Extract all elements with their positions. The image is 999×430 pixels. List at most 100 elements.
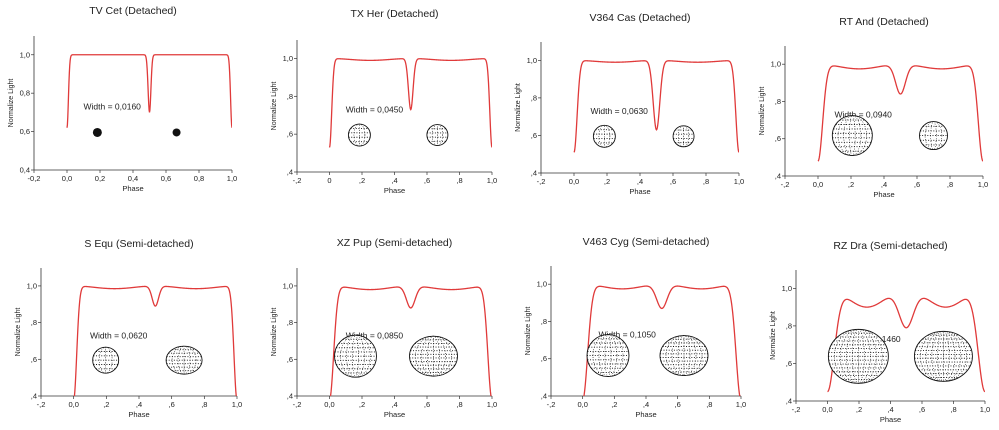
star-meridian xyxy=(852,329,865,384)
x-tick-label: -,2 xyxy=(781,180,790,189)
star-model-3b xyxy=(919,121,948,151)
chart-title: RZ Dra (Semi-detached) xyxy=(833,240,947,252)
chart-title: RT And (Detached) xyxy=(839,16,929,28)
y-axis-label: Normalize Light xyxy=(759,87,766,136)
width-annotation: Width = 0,0450 xyxy=(346,105,404,115)
y-tick-label: ,4 xyxy=(786,397,792,406)
x-tick-label: 1,0 xyxy=(227,174,237,183)
star-meridian xyxy=(846,329,871,384)
y-tick-label: ,6 xyxy=(541,354,547,363)
x-axis-label: Phase xyxy=(384,186,405,195)
star-model-6b xyxy=(659,335,709,377)
x-tick-label: ,2 xyxy=(611,400,617,409)
x-tick-label: 0,0 xyxy=(822,405,832,414)
y-axis-label: Normalize Light xyxy=(271,308,278,357)
x-tick-label: 0 xyxy=(327,176,331,185)
y-tick-label: ,6 xyxy=(775,134,781,143)
y-axis-label: Normalize Light xyxy=(770,311,777,360)
star-meridian xyxy=(598,125,611,148)
star-model-2a xyxy=(592,124,616,148)
x-tick-label: -,2 xyxy=(37,400,46,409)
star-meridian xyxy=(346,334,365,378)
x-tick-label: 0,6 xyxy=(161,174,171,183)
y-tick-label: 1,0 xyxy=(782,284,792,293)
star-meridian xyxy=(924,121,943,150)
y-tick-label: 0,4 xyxy=(20,166,30,175)
light-curve-series xyxy=(817,65,983,162)
x-tick-label: ,6 xyxy=(919,405,925,414)
y-tick-label: ,8 xyxy=(287,318,293,327)
star-model-7b xyxy=(913,330,973,382)
y-tick-label: ,4 xyxy=(541,392,547,401)
x-tick-label: ,4 xyxy=(887,405,893,414)
chart-panel-1: TV Cet (Detached) 0,4 0,6 0,8 1,0 -0,2 0,0 0,2 0… xyxy=(8,5,237,193)
x-tick-label: ,8 xyxy=(201,400,207,409)
y-tick-label: 1,0 xyxy=(283,281,293,290)
star-meridian xyxy=(598,334,618,377)
x-tick-label: ,4 xyxy=(881,180,887,189)
star-meridian xyxy=(604,334,612,377)
y-tick-label: ,4 xyxy=(287,168,293,177)
y-tick-label: 1,0 xyxy=(27,281,37,290)
chart-title: XZ Pup (Semi-detached) xyxy=(337,237,453,249)
y-tick-label: ,6 xyxy=(287,355,293,364)
star-point xyxy=(92,127,102,137)
light-curve-series xyxy=(827,297,985,393)
x-tick-label: ,4 xyxy=(391,400,397,409)
x-tick-label: ,8 xyxy=(947,180,953,189)
x-axis-label: Phase xyxy=(629,187,650,196)
x-tick-label: 0,0 xyxy=(569,177,579,186)
x-axis-label: Phase xyxy=(122,184,143,193)
x-tick-label: ,2 xyxy=(604,177,610,186)
y-tick-label: ,6 xyxy=(31,355,37,364)
width-annotation: Width = 0,0630 xyxy=(591,106,649,116)
star-model-4b xyxy=(165,345,203,375)
x-tick-label: ,2 xyxy=(103,400,109,409)
x-axis-label: Phase xyxy=(384,410,405,419)
y-tick-label: ,8 xyxy=(775,97,781,106)
chart-panel-5: S Equ (Semi-detached) ,4 ,6 ,8 1,0 -,2 0,0 ,2 ,4… xyxy=(15,238,242,419)
y-axis-label: Normalize Light xyxy=(15,308,22,357)
x-tick-label: 1,0 xyxy=(736,400,746,409)
y-tick-label: ,6 xyxy=(531,131,537,140)
star-model-2b xyxy=(672,125,695,148)
y-tick-label: ,4 xyxy=(31,392,37,401)
x-tick-label: ,8 xyxy=(706,400,712,409)
chart-panel-3: V364 Cas (Detached) ,4 ,6 ,8 1,0 -,2 0,0 ,2 ,4 ,6… xyxy=(515,12,744,196)
x-tick-label: ,8 xyxy=(703,177,709,186)
star-model-1b xyxy=(426,124,449,146)
y-tick-label: ,8 xyxy=(287,92,293,101)
star-meridian xyxy=(592,334,624,377)
star-meridian xyxy=(834,329,883,384)
star-meridian xyxy=(937,331,950,382)
y-axis-label: Normalize Light xyxy=(515,83,522,132)
light-curve-series xyxy=(328,58,492,148)
x-tick-label: ,8 xyxy=(950,405,956,414)
x-tick-label: -,2 xyxy=(293,400,302,409)
star-outline xyxy=(831,115,873,157)
x-tick-label: ,8 xyxy=(456,176,462,185)
y-tick-label: ,8 xyxy=(531,93,537,102)
light-curve-series xyxy=(583,285,741,396)
x-tick-label: ,6 xyxy=(914,180,920,189)
x-axis-label: Phase xyxy=(873,190,894,199)
y-tick-label: 0,6 xyxy=(20,127,30,136)
y-axis-label: Normalize Light xyxy=(8,79,15,128)
y-tick-label: ,8 xyxy=(786,321,792,330)
x-tick-label: 0,0 xyxy=(68,400,78,409)
x-tick-label: ,6 xyxy=(675,400,681,409)
y-tick-label: 1,0 xyxy=(527,56,537,65)
star-meridian xyxy=(925,331,962,382)
light-curve-series xyxy=(329,286,492,396)
star-meridian xyxy=(177,345,191,375)
star-model-7a xyxy=(827,328,889,384)
star-model-5a xyxy=(334,334,377,378)
x-tick-label: ,6 xyxy=(670,177,676,186)
x-axis-label: Phase xyxy=(880,415,901,424)
x-tick-label: ,4 xyxy=(391,176,397,185)
width-annotation: Width = 0,0850 xyxy=(346,330,404,340)
y-tick-label: 1,0 xyxy=(771,60,781,69)
x-tick-label: ,6 xyxy=(424,400,430,409)
x-tick-label: ,8 xyxy=(456,400,462,409)
